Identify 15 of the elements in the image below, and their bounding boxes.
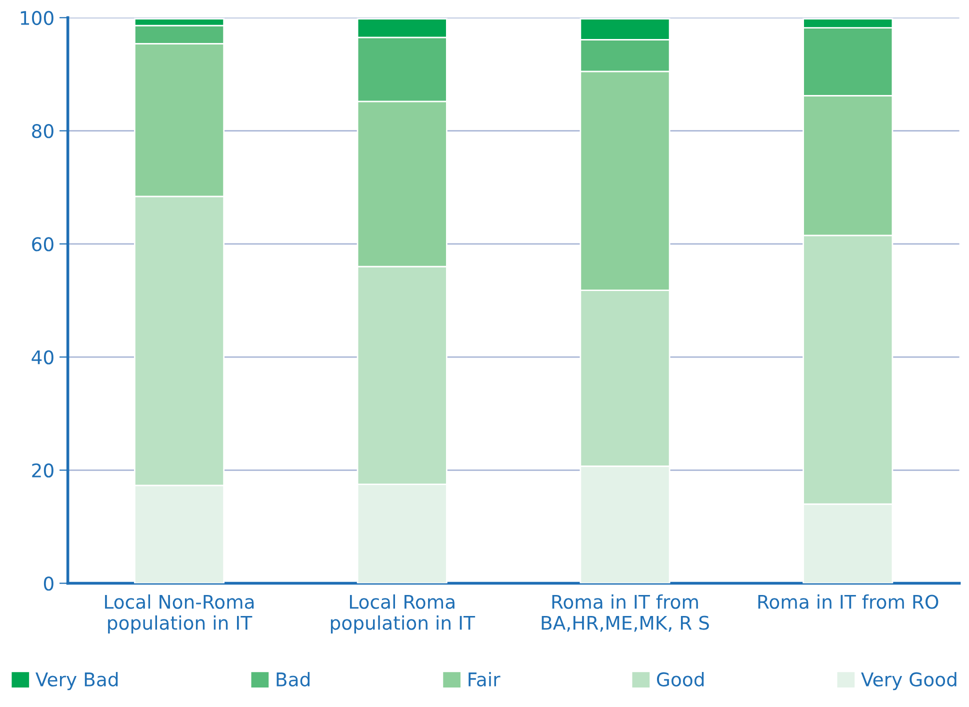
x-tick-label: Local Roma population in IT bbox=[330, 594, 476, 634]
y-tick-label: 100 bbox=[20, 10, 54, 26]
legend-label: Very Good bbox=[861, 672, 956, 690]
x-tick-label: Roma in IT from BA,HR,ME,MK, R S bbox=[542, 594, 709, 632]
y-tick-label: 60 bbox=[32, 237, 54, 252]
legend-label: Very Bad bbox=[36, 672, 118, 690]
x-tick-label: Roma in IT from RO bbox=[758, 594, 938, 609]
legend-label: Fair bbox=[468, 672, 500, 686]
y-tick-label: 40 bbox=[32, 350, 54, 364]
legend-label: Bad bbox=[276, 672, 310, 686]
y-tick-label: 80 bbox=[32, 124, 54, 138]
y-tick-label: 20 bbox=[32, 463, 54, 478]
legend-label: Good bbox=[656, 672, 704, 686]
y-tick-label: 0 bbox=[44, 576, 54, 591]
x-tick-label: Local Non-Roma population in IT bbox=[105, 594, 254, 634]
